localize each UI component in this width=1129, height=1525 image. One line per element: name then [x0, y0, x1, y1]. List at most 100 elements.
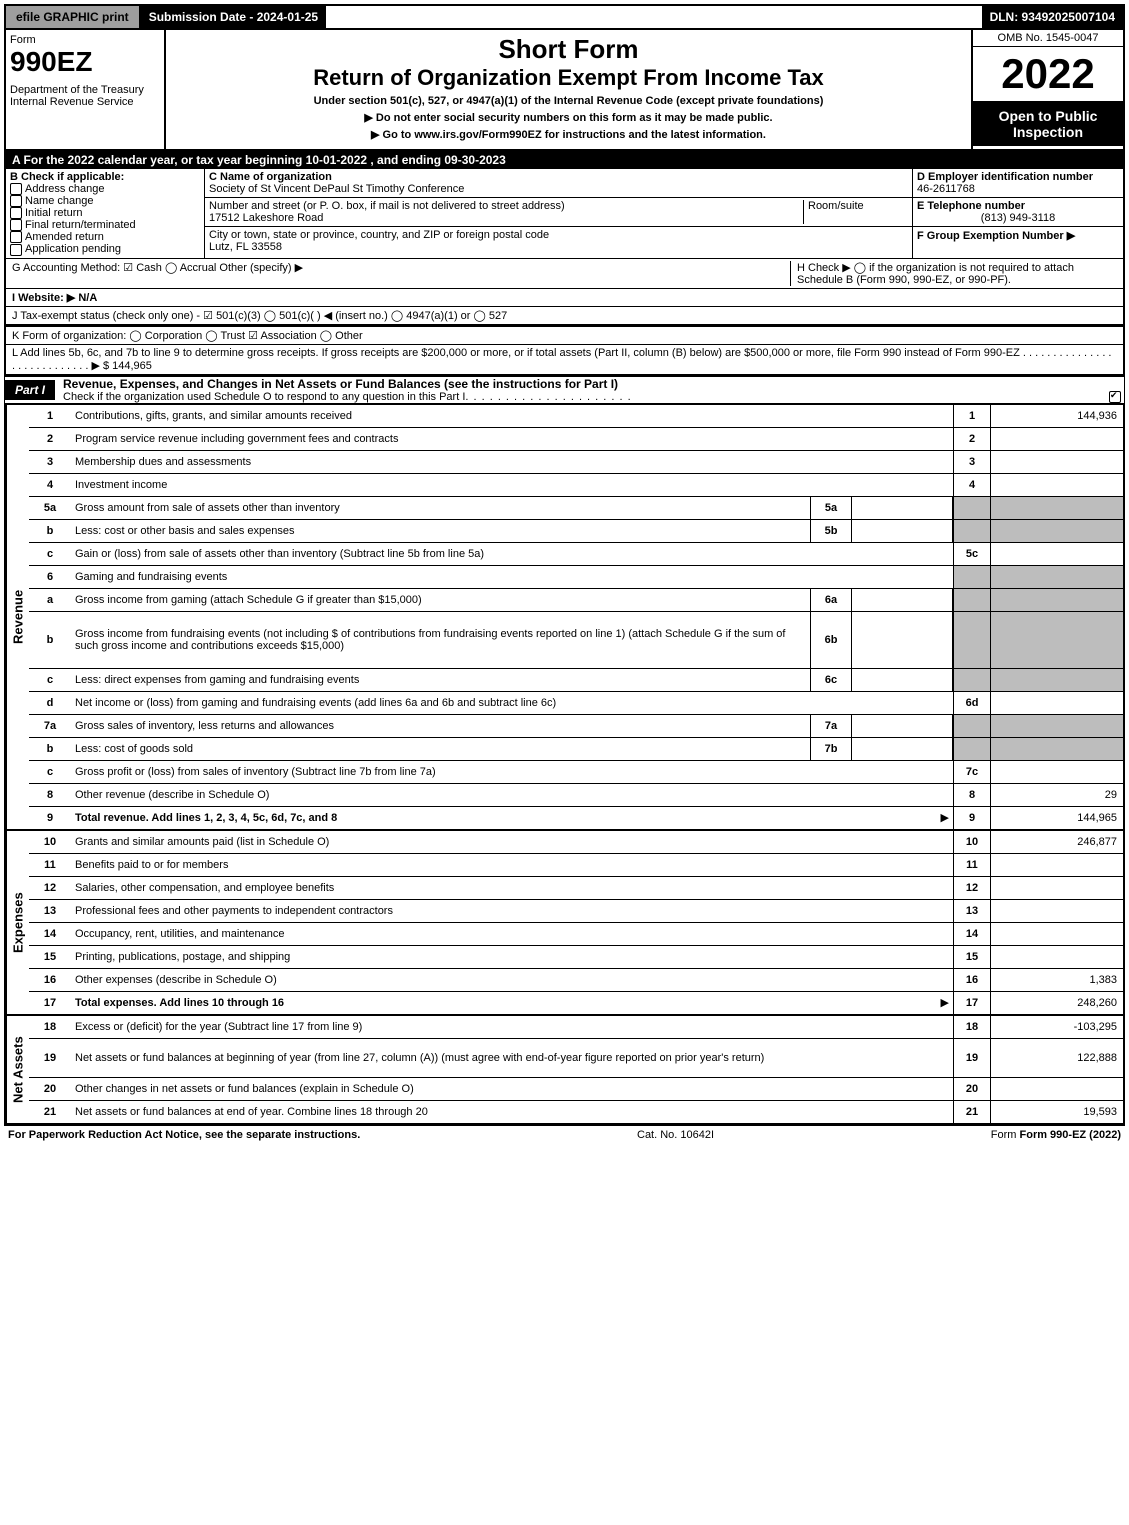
row-4-num: 4 [29, 474, 71, 496]
form-subtitle: Under section 501(c), 527, or 4947(a)(1)… [172, 95, 965, 107]
row-7b-in: 7b [810, 738, 852, 760]
row-6a-rn [953, 589, 990, 611]
opt-application-pending: Application pending [25, 243, 121, 255]
row-16-num: 16 [29, 969, 71, 991]
row-16-rn: 16 [953, 969, 990, 991]
row-19-rn: 19 [953, 1039, 990, 1077]
row-7a-in: 7a [810, 715, 852, 737]
row-6a-num: a [29, 589, 71, 611]
checkbox-amended-return[interactable] [10, 231, 22, 243]
row-9-rn: 9 [953, 807, 990, 829]
row-6d-desc: Net income or (loss) from gaming and fun… [75, 697, 556, 709]
row-6d-num: d [29, 692, 71, 714]
efile-print-button[interactable]: efile GRAPHIC print [6, 6, 141, 28]
row-17-val: 248,260 [990, 992, 1123, 1014]
row-6b-desc: Gross income from fundraising events (no… [75, 628, 806, 652]
row-10-val: 246,877 [990, 831, 1123, 853]
checkbox-address-change[interactable] [10, 183, 22, 195]
row-5a-desc: Gross amount from sale of assets other t… [75, 502, 340, 514]
row-5c-num: c [29, 543, 71, 565]
label-city: City or town, state or province, country… [209, 229, 549, 241]
row-5a-in: 5a [810, 497, 852, 519]
row-11-val [990, 854, 1123, 876]
page-footer: For Paperwork Reduction Act Notice, see … [4, 1125, 1125, 1144]
label-phone: E Telephone number [917, 200, 1025, 212]
row-7a-val [990, 715, 1123, 737]
box-c: C Name of organization Society of St Vin… [205, 169, 912, 258]
form-title-2: Return of Organization Exempt From Incom… [172, 65, 965, 91]
label-ein: D Employer identification number [917, 171, 1093, 183]
checkbox-initial-return[interactable] [10, 207, 22, 219]
row-7a-desc: Gross sales of inventory, less returns a… [75, 720, 334, 732]
row-19-val: 122,888 [990, 1039, 1123, 1077]
checkbox-application-pending[interactable] [10, 244, 22, 256]
row-16-val: 1,383 [990, 969, 1123, 991]
row-9-val: 144,965 [990, 807, 1123, 829]
row-13-num: 13 [29, 900, 71, 922]
info-section: B Check if applicable: Address change Na… [4, 169, 1125, 258]
revenue-table: Revenue 1Contributions, gifts, grants, a… [4, 404, 1125, 831]
line-k: K Form of organization: ◯ Corporation ◯ … [4, 325, 1125, 345]
checkbox-name-change[interactable] [10, 195, 22, 207]
opt-name-change: Name change [25, 195, 94, 207]
phone-value: (813) 949-3118 [917, 212, 1119, 224]
row-2-num: 2 [29, 428, 71, 450]
row-17-desc: Total expenses. Add lines 10 through 16 [75, 997, 284, 1009]
row-3-rn: 3 [953, 451, 990, 473]
checkbox-schedule-o[interactable] [1109, 391, 1121, 403]
row-5a-rn [953, 497, 990, 519]
row-17-rn: 17 [953, 992, 990, 1014]
row-14-num: 14 [29, 923, 71, 945]
part-i-label: Part I [5, 380, 55, 400]
footer-right: Form Form 990-EZ (2022) [991, 1129, 1121, 1141]
row-6d-rn: 6d [953, 692, 990, 714]
row-20-val [990, 1078, 1123, 1100]
row-21-rn: 21 [953, 1101, 990, 1123]
row-1-num: 1 [29, 405, 71, 427]
box-b: B Check if applicable: Address change Na… [6, 169, 205, 258]
row-19-num: 19 [29, 1039, 71, 1077]
row-7a-rn [953, 715, 990, 737]
checkbox-final-return[interactable] [10, 219, 22, 231]
row-6b-val [990, 612, 1123, 668]
org-name: Society of St Vincent DePaul St Timothy … [209, 183, 464, 195]
row-5c-val [990, 543, 1123, 565]
row-5b-inval [852, 520, 953, 542]
row-2-val [990, 428, 1123, 450]
row-6c-in: 6c [810, 669, 852, 691]
label-room: Room/suite [808, 200, 864, 212]
row-17-arrow: ▶ [941, 996, 949, 1009]
row-7c-val [990, 761, 1123, 783]
row-5a-num: 5a [29, 497, 71, 519]
part-i-check-text: Check if the organization used Schedule … [63, 391, 465, 403]
side-label-expenses: Expenses [6, 831, 29, 1014]
box-def: D Employer identification number 46-2611… [912, 169, 1123, 258]
row-11-rn: 11 [953, 854, 990, 876]
netassets-table: Net Assets 18Excess or (deficit) for the… [4, 1016, 1125, 1125]
omb-number: OMB No. 1545-0047 [973, 30, 1123, 47]
row-18-num: 18 [29, 1016, 71, 1038]
side-label-revenue: Revenue [6, 405, 29, 829]
row-9-desc: Total revenue. Add lines 1, 2, 3, 4, 5c,… [75, 812, 337, 824]
row-6c-val [990, 669, 1123, 691]
row-21-desc: Net assets or fund balances at end of ye… [75, 1106, 428, 1118]
row-7c-desc: Gross profit or (loss) from sales of inv… [75, 766, 436, 778]
row-10-num: 10 [29, 831, 71, 853]
row-6-num: 6 [29, 566, 71, 588]
row-2-desc: Program service revenue including govern… [75, 433, 398, 445]
line-g: G Accounting Method: ☑ Cash ◯ Accrual Ot… [12, 261, 790, 286]
row-6c-num: c [29, 669, 71, 691]
label-org-name: C Name of organization [209, 171, 332, 183]
row-12-num: 12 [29, 877, 71, 899]
row-15-rn: 15 [953, 946, 990, 968]
line-h: H Check ▶ ◯ if the organization is not r… [790, 261, 1117, 286]
row-6a-desc: Gross income from gaming (attach Schedul… [75, 594, 422, 606]
part-i-header: Part I Revenue, Expenses, and Changes in… [4, 376, 1125, 404]
row-6b-inval [852, 612, 953, 668]
row-3-desc: Membership dues and assessments [75, 456, 251, 468]
row-7b-rn [953, 738, 990, 760]
tax-year: 2022 [973, 47, 1123, 102]
row-7c-rn: 7c [953, 761, 990, 783]
box-b-title: B Check if applicable: [10, 171, 200, 183]
row-20-num: 20 [29, 1078, 71, 1100]
